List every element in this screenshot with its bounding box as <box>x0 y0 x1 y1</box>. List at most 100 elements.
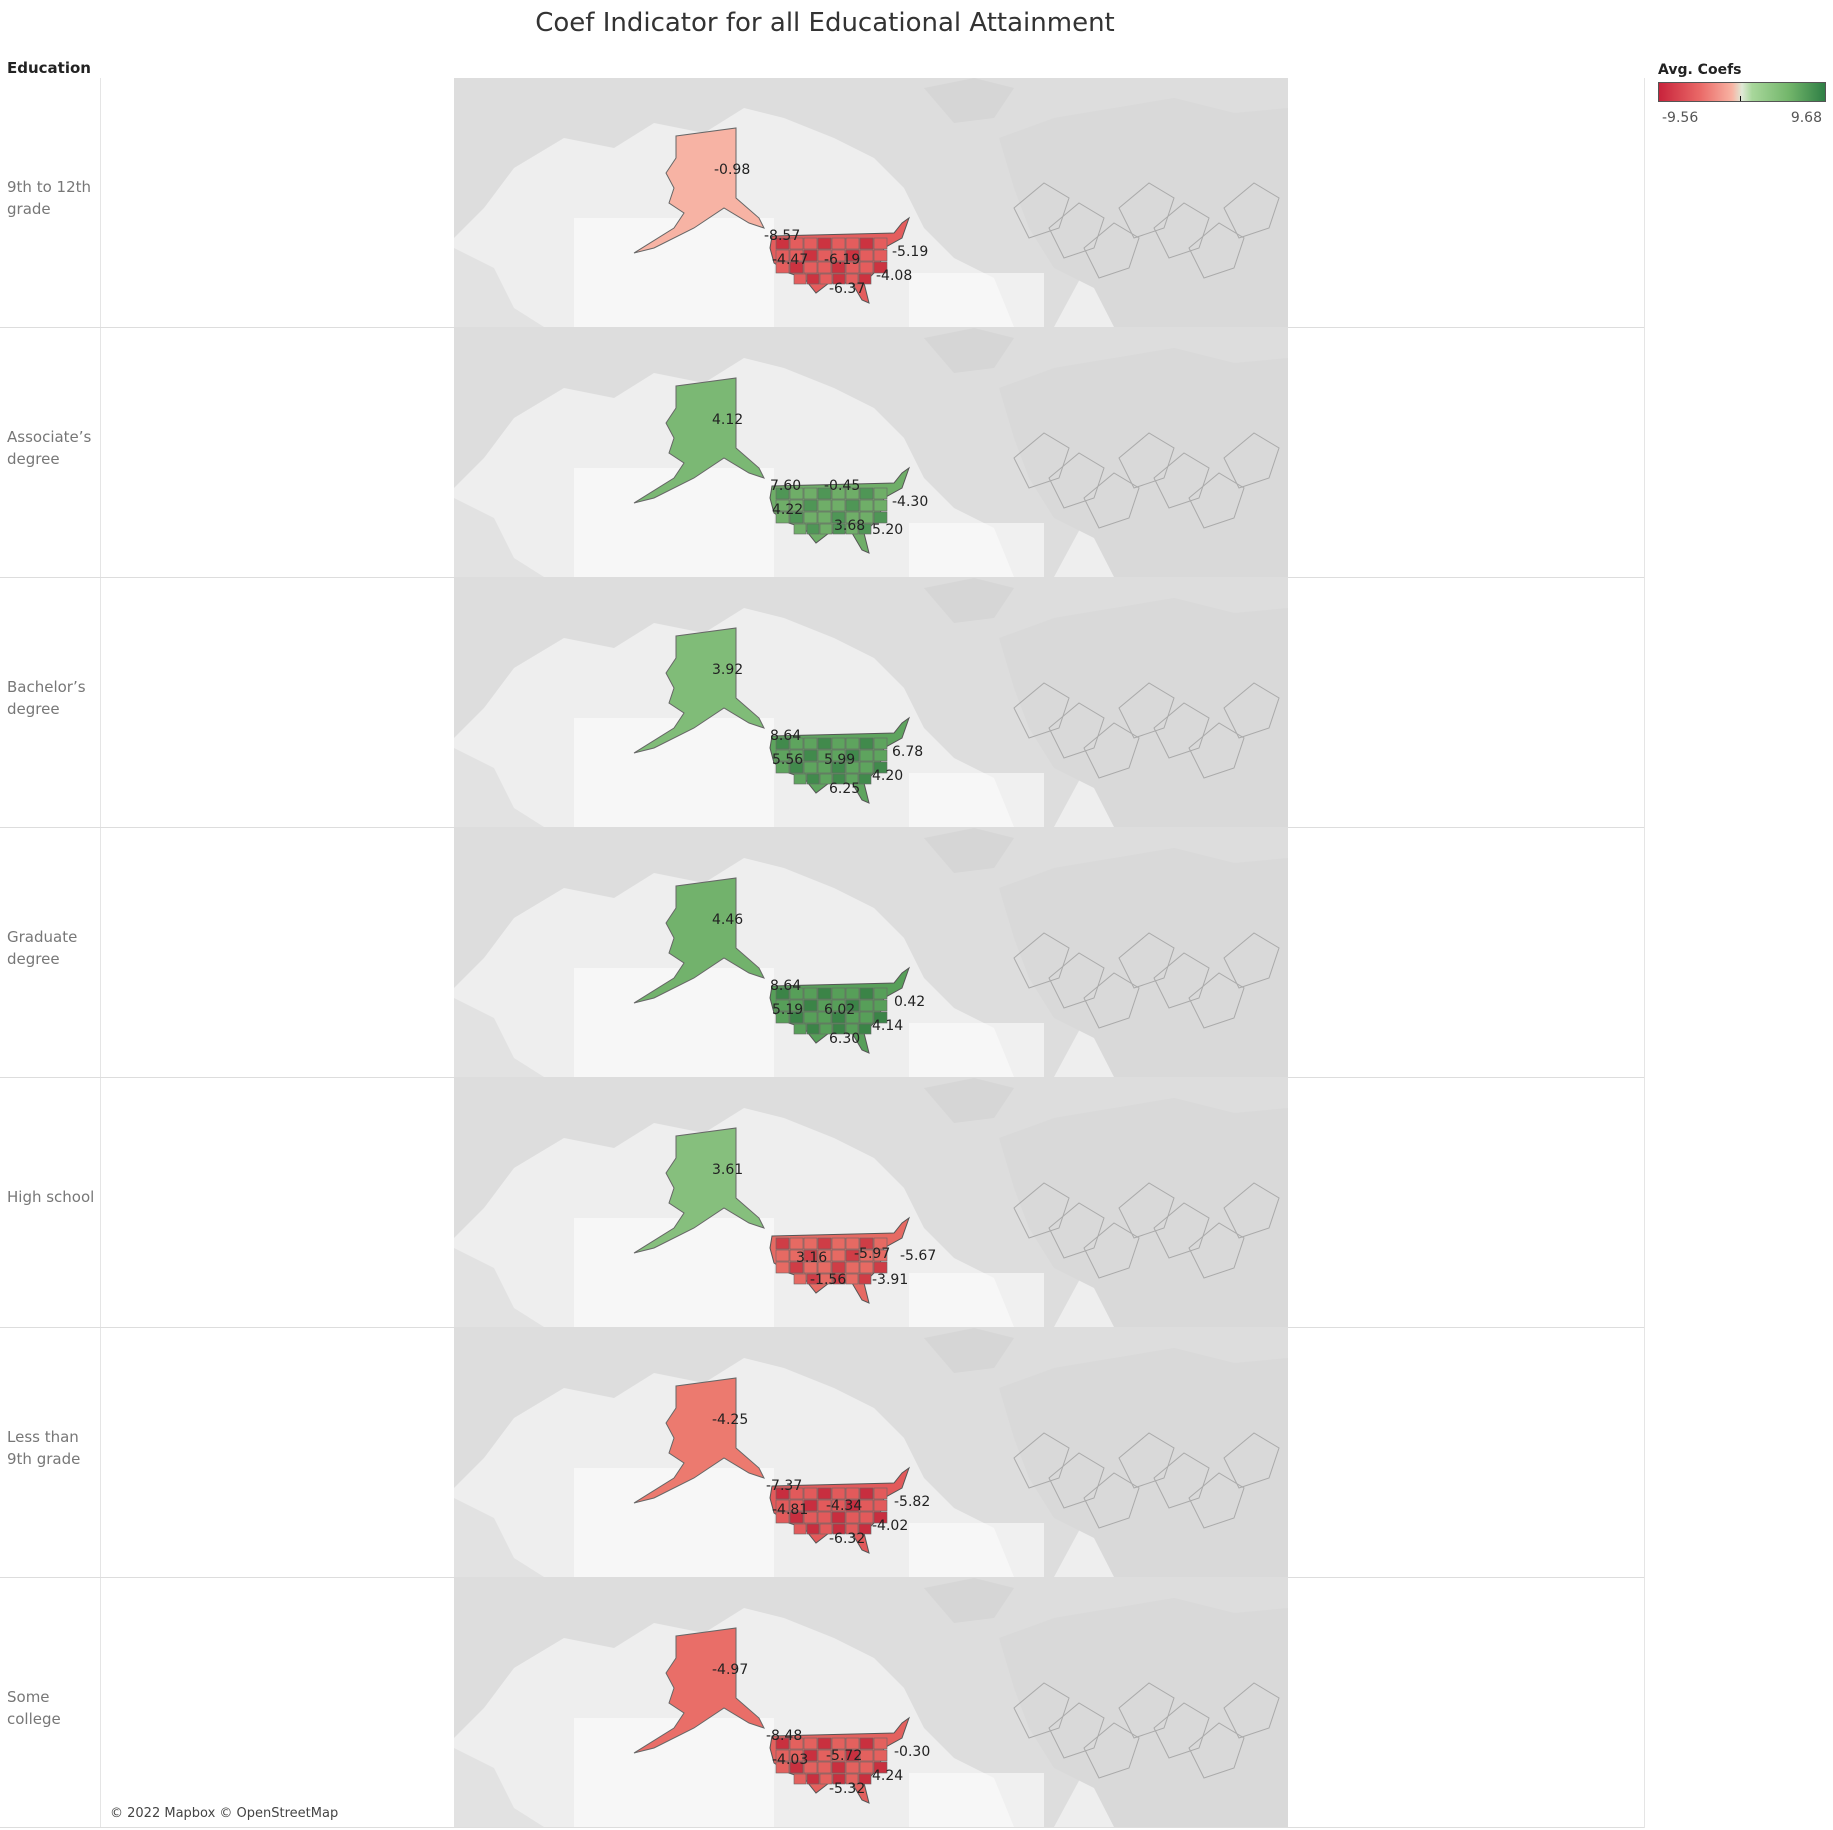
country-border <box>1188 1722 1245 1779</box>
choropleth-map[interactable]: 3.61 3.16 -5.97 -5.67 -1.56 -3.91 <box>454 1078 1288 1327</box>
country-border <box>1048 1452 1105 1509</box>
state-cell <box>793 1523 807 1535</box>
country-border <box>1223 932 1280 989</box>
country-border <box>1118 1182 1175 1239</box>
state-cell <box>873 1499 888 1512</box>
choropleth-map[interactable]: -4.97 -8.48 -4.03 -5.72 -0.30 4.24 -5.32 <box>454 1578 1288 1827</box>
country-border <box>1048 202 1105 259</box>
state-cell <box>845 737 860 750</box>
state-cell <box>859 737 874 750</box>
land-mass <box>999 598 1288 827</box>
country-border <box>1153 702 1210 759</box>
state-cell <box>832 523 846 535</box>
state-value-label: -6.19 <box>824 252 860 268</box>
alaska-value-label: 3.92 <box>712 662 743 678</box>
state-cell <box>806 1523 820 1535</box>
country-border <box>1048 1702 1105 1759</box>
state-cell <box>817 261 832 274</box>
state-cell <box>858 1023 872 1035</box>
education-row-label: Graduate degree <box>7 928 78 968</box>
greenland-landmass <box>924 328 1014 373</box>
state-cell <box>873 737 888 750</box>
state-cell <box>859 487 874 500</box>
education-row-label: Bachelor’s degree <box>7 678 86 718</box>
choropleth-map[interactable]: -4.25 -7.37 -4.81 -4.34 -5.82 -4.02 -6.32 <box>454 1328 1288 1577</box>
state-cell <box>789 487 804 500</box>
state-cell <box>873 1261 888 1274</box>
map-attribution[interactable]: © 2022 Mapbox © OpenStreetMap <box>110 1806 339 1821</box>
greenland-landmass <box>924 78 1014 123</box>
state-value-label: 8.64 <box>770 728 801 744</box>
state-cell <box>789 237 804 250</box>
land-mass <box>454 998 544 1077</box>
education-row: Bachelor’s degree 3.92 8.64 5.56 5.99 6.78 4.2… <box>0 578 1644 828</box>
state-cell <box>845 999 860 1012</box>
state-cell <box>775 1499 790 1512</box>
map-svg: 4.12 7.60 -0.45 4.22 -4.30 3.68 5.20 <box>454 328 1288 577</box>
state-cell <box>845 1749 860 1762</box>
country-border <box>1083 722 1140 779</box>
state-value-label: -5.82 <box>894 1494 930 1510</box>
land-mass <box>454 748 544 827</box>
color-legend[interactable]: Avg. Coefs -9.56 9.68 <box>1658 62 1828 126</box>
state-cell <box>873 1761 888 1774</box>
state-cell <box>817 511 832 524</box>
state-cell <box>845 1261 860 1274</box>
state-cell <box>831 237 846 250</box>
choropleth-map[interactable]: 4.46 8.64 5.19 6.02 0.42 4.14 6.30 <box>454 828 1288 1077</box>
state-cell <box>845 761 860 774</box>
state-cell <box>817 1011 832 1024</box>
education-row: Some college -4.97 -8.48 -4.03 -5.72 -0.30 4.2… <box>0 1578 1644 1828</box>
state-cell <box>859 1487 874 1500</box>
state-cell <box>789 1761 804 1774</box>
state-cell <box>859 499 874 512</box>
state-cell <box>819 523 833 535</box>
state-cell <box>793 1773 807 1785</box>
education-row: Less than 9th grade -4.25 -7.37 -4.81 -4.34-… <box>0 1328 1644 1578</box>
map-svg: -0.98 -8.57 -4.47 -6.19 -5.19 -4.08 -6.37 <box>454 78 1288 327</box>
state-cell <box>806 1773 820 1785</box>
state-cell <box>793 523 807 535</box>
alaska-region <box>633 627 765 754</box>
country-border <box>1118 1432 1175 1489</box>
choropleth-map[interactable]: 3.92 8.64 5.56 5.99 6.78 4.20 6.25 <box>454 578 1288 827</box>
choropleth-map[interactable]: -0.98 -8.57 -4.47 -6.19 -5.19 -4.08 -6.37 <box>454 78 1288 327</box>
state-cell <box>817 1261 832 1274</box>
state-cell <box>873 1487 888 1500</box>
state-cell <box>859 261 874 274</box>
state-cell <box>858 273 872 285</box>
state-cell <box>859 1749 874 1762</box>
state-cell <box>859 987 874 1000</box>
choropleth-map[interactable]: 4.12 7.60 -0.45 4.22 -4.30 3.68 5.20 <box>454 328 1288 577</box>
row-divider <box>100 828 101 1077</box>
state-cell <box>873 1237 888 1250</box>
state-cell <box>845 1249 860 1262</box>
state-cell <box>817 1511 832 1524</box>
state-value-label: 7.60 <box>770 478 801 494</box>
country-border <box>1223 1182 1280 1239</box>
state-value-label: -5.19 <box>892 244 928 260</box>
atlantic-ocean <box>909 773 1044 827</box>
country-border <box>1153 452 1210 509</box>
state-cell <box>873 249 888 262</box>
state-value-label: -8.57 <box>764 228 800 244</box>
state-cell <box>831 1487 846 1500</box>
state-cell <box>845 1237 860 1250</box>
state-value-label: -3.91 <box>872 1272 908 1288</box>
state-cell <box>858 1523 872 1535</box>
country-border <box>1118 682 1175 739</box>
state-cell <box>873 487 888 500</box>
state-cell <box>831 1499 846 1512</box>
country-border <box>1188 972 1245 1029</box>
map-svg: 4.46 8.64 5.19 6.02 0.42 4.14 6.30 <box>454 828 1288 1077</box>
map-svg: 3.92 8.64 5.56 5.99 6.78 4.20 6.25 <box>454 578 1288 827</box>
state-cell <box>845 1499 860 1512</box>
state-value-label: 4.22 <box>772 502 803 518</box>
state-cell <box>789 1511 804 1524</box>
state-cell <box>775 249 790 262</box>
state-cell <box>775 999 790 1012</box>
state-value-label: 5.20 <box>872 522 903 538</box>
state-cell <box>831 1749 846 1762</box>
atlantic-ocean <box>909 1273 1044 1327</box>
state-cell <box>819 773 833 785</box>
